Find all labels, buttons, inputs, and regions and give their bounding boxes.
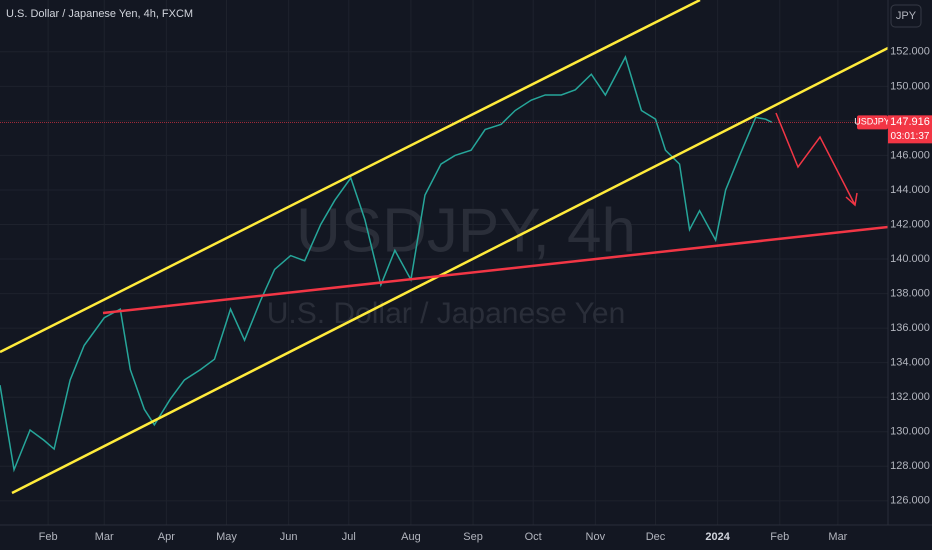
y-tick-label: 138.000 — [890, 287, 930, 299]
channel-lower — [11, 46, 889, 495]
y-tick-label: 146.000 — [890, 149, 930, 161]
channel-upper — [0, 0, 701, 354]
x-tick-label: Nov — [586, 531, 606, 543]
y-tick-label: 144.000 — [890, 184, 930, 196]
y-tick-label: 142.000 — [890, 218, 930, 230]
price-tag — [888, 115, 932, 144]
axes: 126.000 128.000 130.000 132.000 134.000 136.0… — [39, 46, 932, 543]
y-tick-label: 150.000 — [890, 80, 930, 92]
x-tick-label: 2024 — [705, 531, 730, 543]
y-tick-label: 128.000 — [890, 460, 930, 472]
x-tick-label: Aug — [401, 531, 421, 543]
x-tick-label: Sep — [463, 531, 483, 543]
y-tick-label: 134.000 — [890, 357, 930, 369]
x-tick-label: Jun — [280, 531, 298, 543]
x-tick-label: Jul — [342, 531, 356, 543]
y-tick-label: 152.000 — [890, 46, 930, 58]
x-tick-label: Dec — [646, 531, 666, 543]
currency-button[interactable] — [890, 4, 922, 28]
x-tick-label: Mar — [828, 531, 847, 543]
price-tag-name: USDJPY — [854, 117, 890, 127]
watermark-subtitle: U.S. Dollar / Japanese Yen — [267, 297, 626, 330]
x-tick-label: Feb — [770, 531, 789, 543]
y-tick-label: 132.000 — [890, 391, 930, 403]
projection-arrow — [775, 112, 856, 206]
price-line — [0, 55, 773, 473]
grid — [0, 0, 888, 525]
watermark: USDJPY, 4h — [296, 196, 636, 265]
countdown: 03:01:37 — [891, 131, 930, 142]
price-axis — [888, 0, 932, 550]
y-tick-label: 130.000 — [890, 426, 930, 438]
x-tick-label: Oct — [525, 531, 542, 543]
price-tag — [857, 115, 888, 130]
y-tick-label: 140.000 — [890, 253, 930, 265]
y-tick-label: 136.000 — [890, 322, 930, 334]
x-tick-label: Feb — [39, 531, 58, 543]
x-tick-label: Apr — [158, 531, 175, 543]
currency-label[interactable]: JPY — [896, 10, 917, 22]
trend-line — [102, 225, 889, 315]
last-price: 147.916 — [890, 116, 930, 128]
chart-title: U.S. Dollar / Japanese Yen, 4h, FXCM — [6, 8, 193, 20]
arrow-head — [845, 192, 858, 207]
y-tick-label: 126.000 — [890, 495, 930, 507]
x-tick-label: May — [216, 531, 237, 543]
x-tick-label: Mar — [95, 531, 114, 543]
